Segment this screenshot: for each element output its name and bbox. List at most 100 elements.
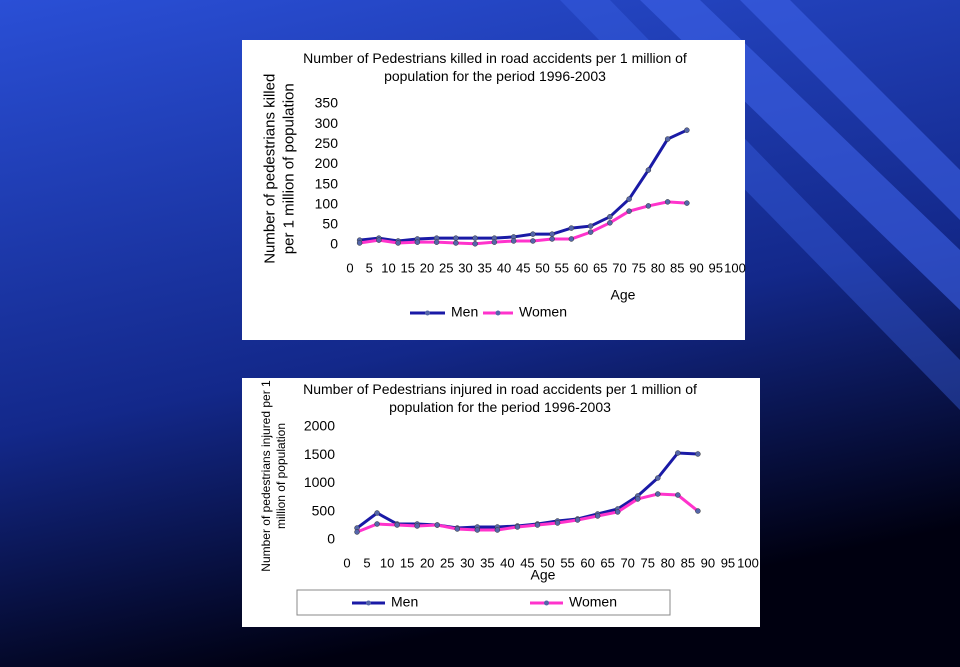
- x-tick-label: 10: [380, 555, 394, 570]
- legend-label: Men: [391, 594, 418, 610]
- data-point: [607, 220, 613, 226]
- data-point: [695, 451, 701, 457]
- data-point: [453, 240, 459, 246]
- x-axis-title: Age: [611, 287, 636, 303]
- x-tick-label: 80: [651, 260, 665, 275]
- x-tick-label: 5: [366, 260, 373, 275]
- y-tick-label: 100: [315, 195, 339, 211]
- data-point: [695, 508, 701, 514]
- x-tick-label: 60: [574, 260, 588, 275]
- chart-panel: [242, 378, 760, 627]
- data-point: [574, 517, 581, 523]
- x-tick-label: 15: [401, 260, 415, 275]
- x-tick-label: 0: [346, 260, 353, 275]
- x-tick-label: 95: [721, 555, 735, 570]
- data-point: [554, 520, 561, 526]
- x-tick-label: 15: [400, 555, 414, 570]
- data-point: [434, 522, 440, 528]
- data-point: [494, 527, 501, 533]
- x-tick-label: 95: [709, 260, 723, 275]
- x-tick-label: 25: [439, 260, 453, 275]
- x-tick-label: 75: [641, 555, 655, 570]
- x-tick-label: 10: [381, 260, 395, 275]
- y-tick-label: 500: [312, 502, 336, 518]
- data-point: [454, 526, 461, 532]
- data-point: [453, 235, 459, 241]
- legend-marker: [425, 310, 430, 316]
- data-point: [395, 240, 401, 246]
- data-point: [530, 231, 536, 237]
- data-point: [510, 238, 517, 244]
- chart-panel: [242, 40, 745, 340]
- series-line: [359, 200, 687, 246]
- data-point: [587, 223, 594, 229]
- data-point: [534, 522, 541, 528]
- y-tick-label: 350: [315, 95, 339, 111]
- x-tick-label: 75: [632, 260, 646, 275]
- x-tick-label: 85: [681, 555, 695, 570]
- x-tick-label: 20: [420, 555, 434, 570]
- data-point: [414, 523, 420, 529]
- data-point: [684, 127, 690, 133]
- chart-title: Number of Pedestrians killed in road acc…: [303, 50, 687, 84]
- data-point: [645, 167, 652, 173]
- data-point: [530, 238, 536, 244]
- x-tick-label: 100: [724, 260, 746, 275]
- x-tick-label: 70: [612, 260, 626, 275]
- data-point: [549, 231, 555, 237]
- x-tick-label: 55: [560, 555, 574, 570]
- chart-title: Number of Pedestrians injured in road ac…: [303, 381, 697, 415]
- legend-marker: [544, 600, 549, 606]
- x-tick-label: 80: [661, 555, 675, 570]
- y-tick-label: 250: [315, 135, 339, 151]
- x-tick-label: 30: [460, 555, 474, 570]
- data-point: [587, 229, 594, 235]
- y-axis-title: Number of pedestrians killed per 1 milli…: [261, 73, 297, 264]
- x-tick-label: 100: [737, 555, 759, 570]
- x-tick-label: 50: [540, 555, 554, 570]
- x-tick-label: 35: [478, 260, 492, 275]
- data-point: [433, 239, 440, 245]
- data-point: [607, 214, 613, 220]
- data-point: [675, 492, 681, 498]
- data-point: [664, 136, 671, 142]
- x-tick-label: 40: [497, 260, 511, 275]
- y-tick-label: 200: [315, 155, 339, 171]
- x-tick-label: 90: [689, 260, 703, 275]
- y-tick-label: 50: [322, 216, 338, 232]
- data-point: [645, 203, 652, 209]
- data-point: [655, 475, 661, 481]
- data-point: [664, 199, 671, 205]
- data-point: [491, 239, 498, 245]
- data-point: [472, 235, 478, 241]
- x-tick-label: 65: [593, 260, 607, 275]
- data-point: [394, 522, 400, 528]
- x-tick-label: 35: [480, 555, 494, 570]
- x-tick-label: 60: [580, 555, 594, 570]
- data-point: [626, 208, 632, 214]
- data-point: [374, 521, 380, 527]
- x-tick-label: 25: [440, 555, 454, 570]
- x-tick-label: 45: [516, 260, 530, 275]
- y-tick-label: 150: [315, 175, 339, 191]
- data-point: [568, 236, 575, 242]
- data-point: [684, 200, 690, 206]
- data-point: [655, 491, 661, 497]
- legend-label: Women: [519, 304, 567, 320]
- legend-marker: [366, 600, 371, 606]
- x-tick-label: 40: [500, 555, 514, 570]
- x-tick-label: 55: [555, 260, 569, 275]
- x-axis-title: Age: [531, 567, 556, 583]
- y-tick-label: 1500: [304, 446, 335, 462]
- data-point: [376, 237, 382, 243]
- x-tick-label: 65: [600, 555, 614, 570]
- data-point: [414, 239, 421, 245]
- legend-label: Women: [569, 594, 617, 610]
- x-tick-label: 70: [620, 555, 634, 570]
- x-tick-label: 90: [701, 555, 715, 570]
- data-point: [626, 196, 632, 202]
- data-point: [634, 496, 641, 502]
- x-tick-label: 5: [363, 555, 370, 570]
